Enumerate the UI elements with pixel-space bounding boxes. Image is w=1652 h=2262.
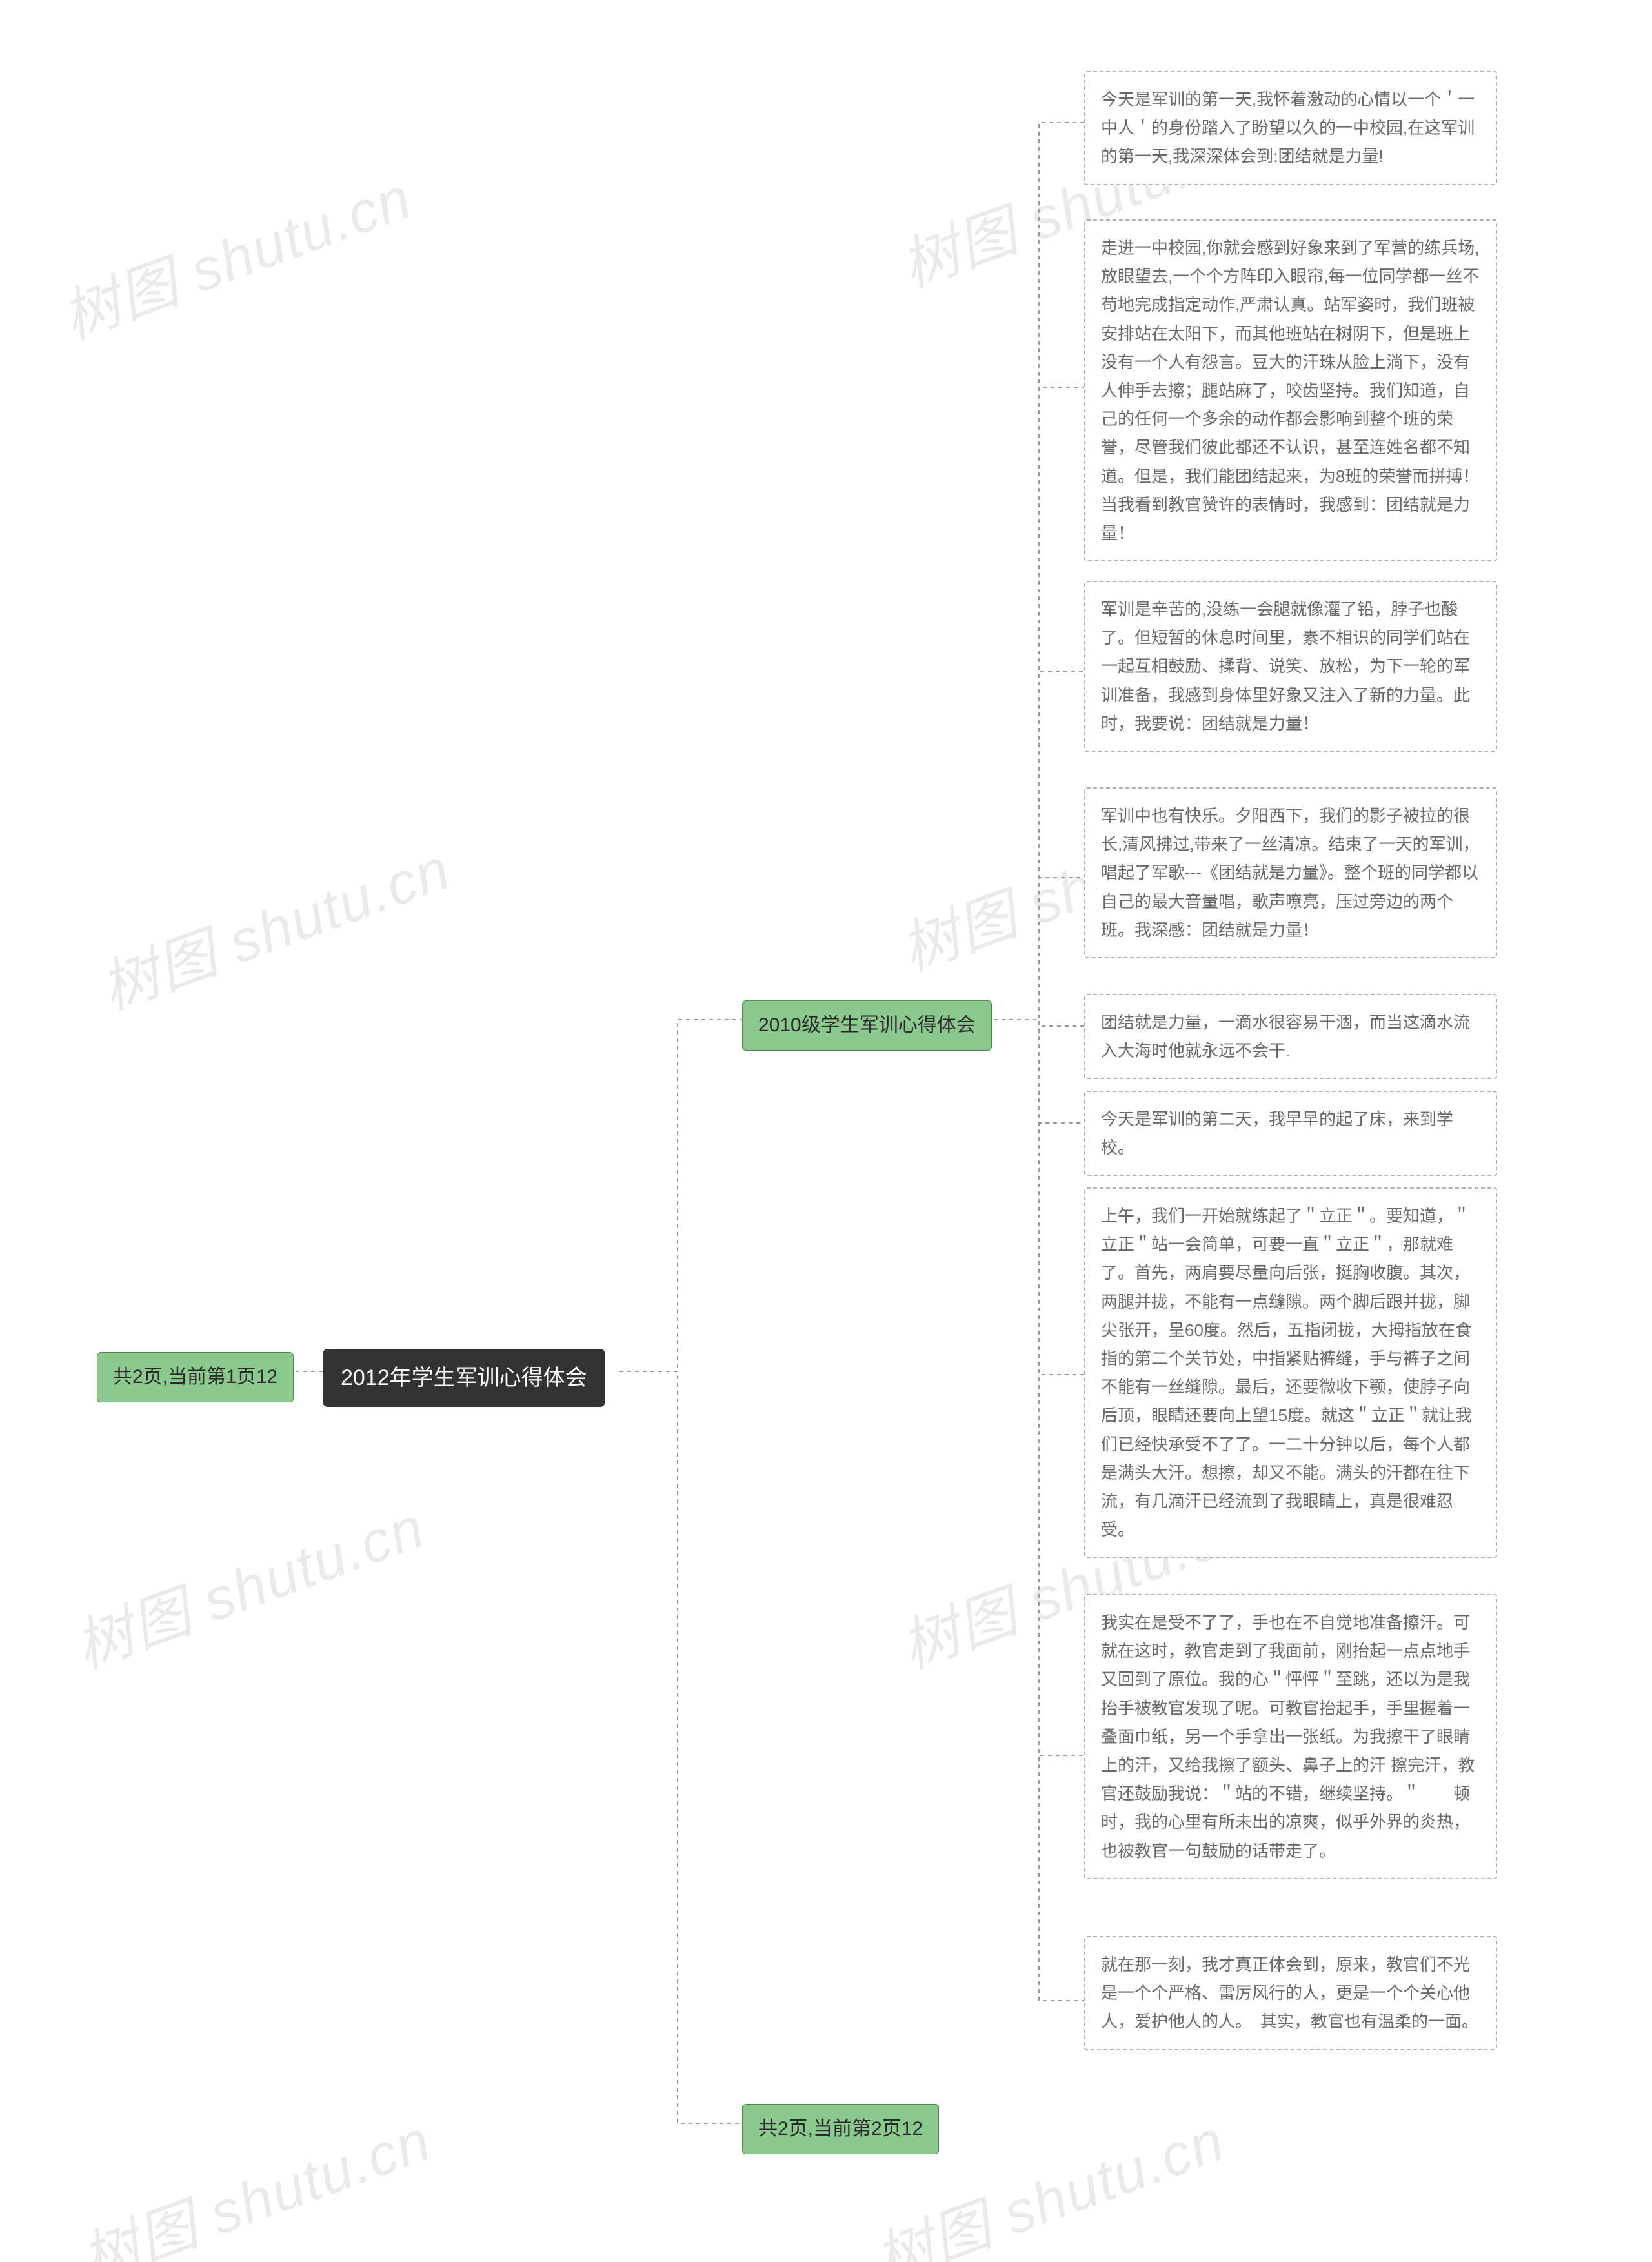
leaf-paragraph: 军训中也有快乐。夕阳西下，我们的影子被拉的很长,清风拂过,带来了一丝清凉。结束了… [1084,787,1497,958]
leaf-paragraph: 我实在是受不了了，手也在不自觉地准备擦汗。可就在这时，教官走到了我面前，刚抬起一… [1084,1594,1497,1879]
watermark: 树图 shutu.cn [88,822,460,1026]
leaf-paragraph: 今天是军训的第二天，我早早的起了床，来到学校。 [1084,1091,1497,1176]
root-node[interactable]: 2012年学生军训心得体会 [323,1349,605,1407]
leaf-paragraph: 军训是辛苦的,没练一会腿就像灌了铅，脖子也酸了。但短暂的休息时间里，素不相识的同… [1084,581,1497,752]
leaf-paragraph: 上午，我们一开始就练起了＂立正＂。要知道，＂立正＂站一会简单，可要一直＂立正＂，… [1084,1187,1497,1558]
watermark: 树图 shutu.cn [62,1480,434,1684]
page-indicator-1[interactable]: 共2页,当前第1页12 [97,1352,294,1402]
section-2010-node[interactable]: 2010级学生军训心得体会 [742,1000,992,1051]
leaf-paragraph: 今天是军训的第一天,我怀着激动的心情以一个＇一中人＇的身份踏入了盼望以久的一中校… [1084,71,1497,185]
watermark: 树图 shutu.cn [68,2094,441,2262]
leaf-paragraph: 团结就是力量，一滴水很容易干涸，而当这滴水流入大海时他就永远不会干. [1084,994,1497,1079]
watermark: 树图 shutu.cn [49,151,421,355]
leaf-paragraph: 就在那一刻，我才真正体会到，原来，教官们不光是一个个严格、雷厉风行的人，更是一个… [1084,1936,1497,2050]
page-indicator-2[interactable]: 共2页,当前第2页12 [742,2104,939,2154]
leaf-paragraph: 走进一中校园,你就会感到好象来到了军营的练兵场,放眼望去,一个个方阵印入眼帘,每… [1084,219,1497,561]
